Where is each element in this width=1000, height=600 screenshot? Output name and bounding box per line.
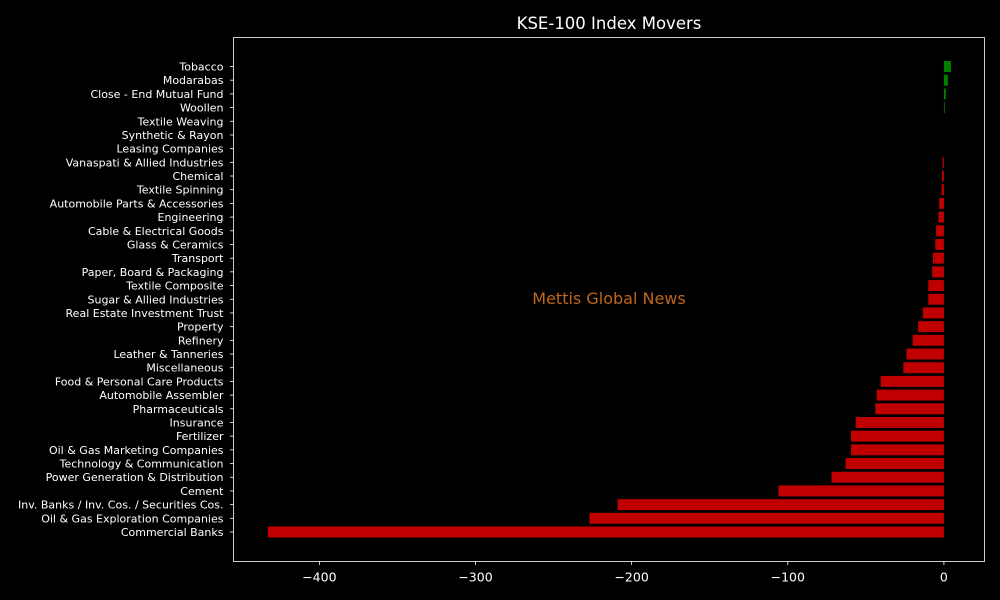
category-label: Textile Weaving bbox=[137, 115, 224, 128]
category-label: Commercial Banks bbox=[121, 526, 224, 539]
bar bbox=[943, 102, 945, 114]
bar bbox=[845, 458, 944, 470]
bar bbox=[918, 321, 944, 333]
bars-layer bbox=[267, 61, 951, 538]
category-label: Transport bbox=[171, 252, 224, 265]
bar bbox=[932, 266, 944, 278]
x-tick-label: −200 bbox=[614, 570, 648, 585]
bar bbox=[851, 430, 944, 442]
category-label: Cement bbox=[180, 485, 224, 498]
bar bbox=[831, 471, 944, 483]
category-label: Vanaspati & Allied Industries bbox=[66, 156, 224, 169]
category-label: Synthetic & Rayon bbox=[122, 129, 224, 142]
bar bbox=[932, 252, 944, 264]
bar bbox=[617, 499, 944, 511]
bar bbox=[851, 444, 944, 456]
bar bbox=[941, 184, 944, 196]
chart-title: KSE-100 Index Movers bbox=[517, 14, 702, 33]
category-label: Glass & Ceramics bbox=[127, 238, 224, 251]
bar bbox=[876, 389, 944, 401]
x-tick-label: −400 bbox=[302, 570, 336, 585]
bar bbox=[942, 156, 944, 168]
bar bbox=[936, 225, 944, 237]
category-label: Modarabas bbox=[163, 74, 224, 87]
category-label: Oil & Gas Exploration Companies bbox=[41, 512, 224, 525]
x-axis-ticks: −400 −300 −200 −100 0 bbox=[302, 561, 948, 585]
category-label: Sugar & Allied Industries bbox=[87, 293, 223, 306]
bar bbox=[778, 485, 944, 497]
category-label: Insurance bbox=[170, 416, 224, 429]
watermark-text: Mettis Global News bbox=[532, 289, 685, 308]
category-label: Pharmaceuticals bbox=[133, 403, 224, 416]
category-label: Fertilizer bbox=[176, 430, 224, 443]
bar bbox=[906, 348, 944, 360]
x-tick-label: −100 bbox=[771, 570, 805, 585]
bar bbox=[943, 74, 948, 86]
bar bbox=[939, 197, 944, 209]
category-label: Miscellaneous bbox=[146, 362, 223, 375]
category-label: Textile Composite bbox=[125, 280, 224, 293]
bar bbox=[267, 526, 944, 538]
category-label: Refinery bbox=[178, 334, 224, 347]
category-label: Leasing Companies bbox=[116, 143, 223, 156]
category-label: Leather & Tanneries bbox=[113, 348, 223, 361]
bar bbox=[922, 307, 944, 319]
plot-frame bbox=[233, 37, 985, 562]
category-label: Tobacco bbox=[178, 61, 223, 74]
category-label: Oil & Gas Marketing Companies bbox=[49, 444, 224, 457]
category-label: Cable & Electrical Goods bbox=[88, 225, 224, 238]
bar bbox=[928, 280, 944, 292]
category-label: Real Estate Investment Trust bbox=[66, 307, 225, 320]
bar bbox=[942, 170, 944, 182]
category-label: Automobile Assembler bbox=[99, 389, 224, 402]
category-label: Woollen bbox=[180, 102, 224, 115]
x-tick-label: −300 bbox=[458, 570, 492, 585]
bar bbox=[912, 334, 944, 346]
category-label: Paper, Board & Packaging bbox=[82, 266, 224, 279]
category-label: Engineering bbox=[158, 211, 224, 224]
bar bbox=[855, 416, 944, 428]
bar bbox=[928, 293, 944, 305]
bar bbox=[880, 375, 944, 387]
category-label: Technology & Communication bbox=[59, 458, 224, 471]
bar bbox=[875, 403, 944, 415]
category-label: Textile Spinning bbox=[136, 184, 224, 197]
category-label: Close - End Mutual Fund bbox=[90, 88, 223, 101]
bar bbox=[903, 362, 944, 374]
category-label: Automobile Parts & Accessories bbox=[50, 197, 224, 210]
category-label: Power Generation & Distribution bbox=[46, 471, 224, 484]
bar bbox=[589, 512, 944, 524]
category-label: Inv. Banks / Inv. Cos. / Securities Cos. bbox=[18, 499, 223, 512]
bar bbox=[943, 88, 946, 100]
category-label: Property bbox=[177, 321, 224, 334]
category-label: Chemical bbox=[172, 170, 223, 183]
bar bbox=[943, 61, 951, 72]
x-tick-label: 0 bbox=[940, 570, 948, 585]
bar bbox=[935, 239, 944, 250]
category-label: Food & Personal Care Products bbox=[55, 375, 224, 388]
bar bbox=[938, 211, 944, 223]
